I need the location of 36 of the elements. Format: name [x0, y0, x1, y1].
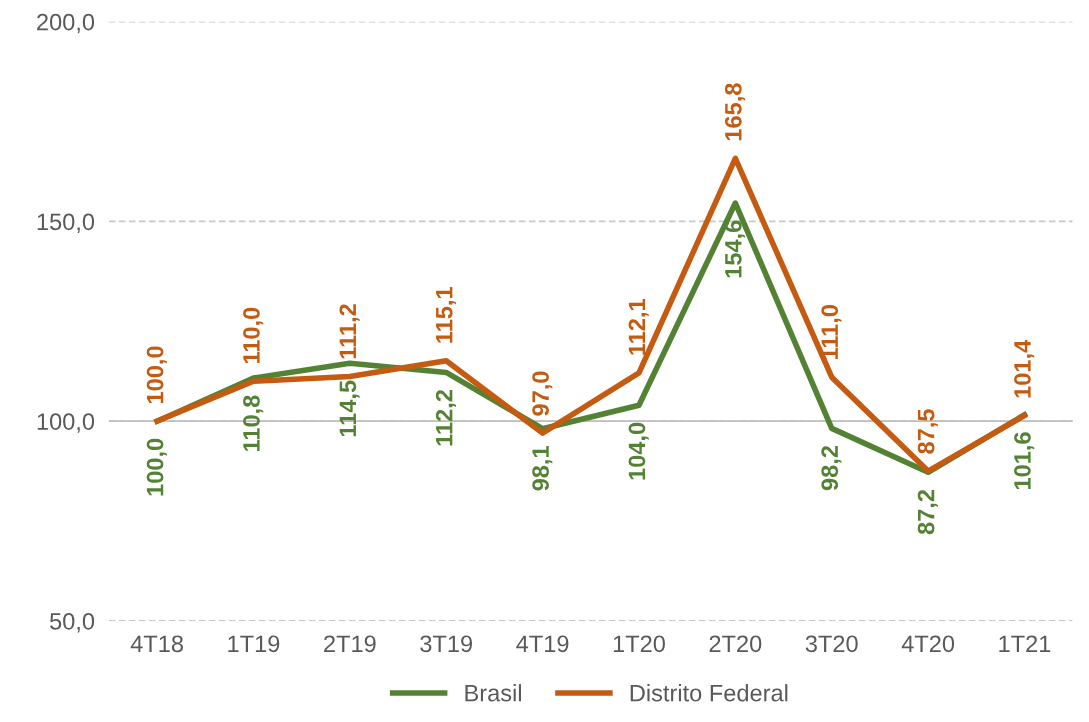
data-label: 101,6 [1014, 432, 1035, 490]
data-label: 97,0 [532, 371, 553, 416]
data-label: 154,6 [724, 220, 746, 278]
y-tick-label: 100,0 [37, 413, 95, 433]
x-tick-label: 4T20 [901, 635, 955, 653]
data-label: 110,8 [243, 395, 264, 451]
data-label: 165,8 [724, 83, 746, 141]
y-tick-label: 50,0 [50, 612, 95, 633]
data-label: 114,5 [339, 380, 360, 437]
x-tick-label: 1T19 [228, 635, 280, 653]
data-label: 101,4 [1014, 339, 1035, 398]
y-tick-label: 200,0 [37, 13, 95, 34]
data-label: 111,2 [339, 304, 360, 359]
data-label: 100,0 [146, 438, 167, 496]
legend-label: Distrito Federal [630, 684, 788, 702]
data-label: 110,0 [243, 307, 264, 364]
x-tick-label: 2T19 [324, 635, 376, 653]
x-tick-label: 1T20 [613, 635, 665, 653]
data-label: 98,1 [532, 446, 553, 491]
data-label: 104,0 [628, 422, 649, 480]
x-tick-label: 3T19 [420, 635, 473, 653]
data-label: 112,2 [435, 390, 456, 446]
y-tick-label: 150,0 [37, 213, 95, 233]
x-tick-label: 4T19 [516, 635, 569, 653]
data-label: 112,1 [628, 299, 649, 355]
x-tick-label: 4T18 [130, 635, 183, 653]
x-tick-label: 2T20 [709, 635, 762, 653]
x-tick-label: 1T21 [999, 635, 1051, 652]
data-label: 98,2 [821, 445, 842, 491]
data-label: 87,2 [917, 489, 938, 535]
data-label: 115,1 [436, 287, 456, 343]
x-tick-label: 3T20 [805, 635, 858, 653]
data-label: 100,0 [146, 346, 167, 404]
legend-label: Brasil [465, 684, 521, 702]
data-label: 87,5 [917, 409, 938, 454]
data-label: 111,0 [821, 305, 842, 360]
